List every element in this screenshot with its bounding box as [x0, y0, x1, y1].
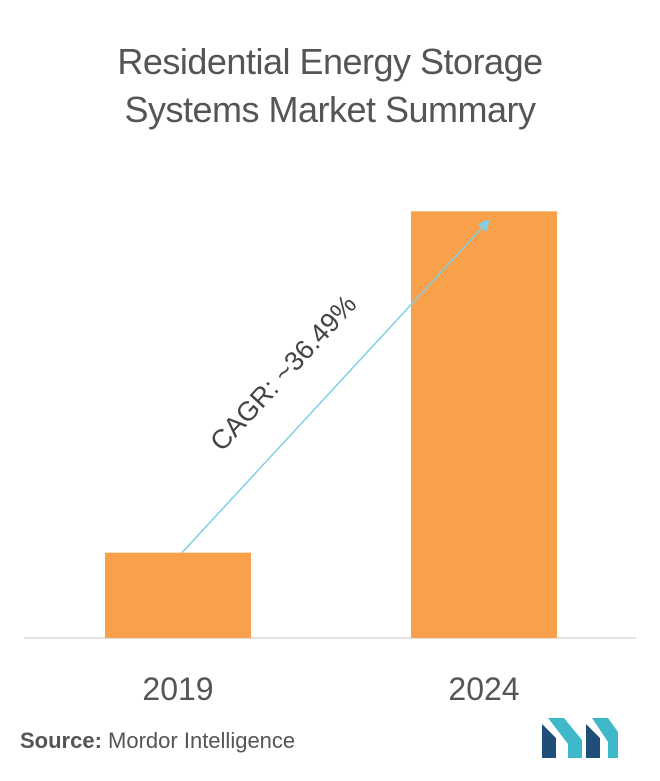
bar-2019 [105, 552, 251, 638]
chart-title-line-2: Systems Market Summary [124, 89, 536, 130]
x-tick-labels: 2019 2024 [142, 671, 519, 707]
chart-title-line-1: Residential Energy Storage [117, 41, 543, 82]
source-note: Source: Mordor Intelligence [20, 728, 295, 754]
cagr-annotation: CAGR: ~36.49% [204, 289, 362, 457]
bars-group [105, 211, 557, 639]
x-tick-label-2024: 2024 [448, 671, 519, 707]
bar-2024 [411, 211, 557, 639]
chart-title: Residential Energy Storage Systems Marke… [0, 38, 660, 134]
mordor-intelligence-logo-icon [542, 718, 618, 758]
x-tick-label-2019: 2019 [142, 671, 213, 707]
source-label: Source: [20, 728, 102, 753]
source-text: Mordor Intelligence [108, 728, 296, 753]
cagr-arrow [181, 219, 491, 554]
